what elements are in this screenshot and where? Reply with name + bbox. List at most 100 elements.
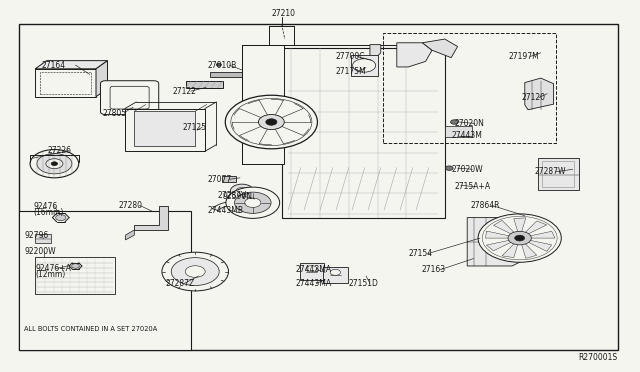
Text: 27287W: 27287W — [534, 167, 566, 176]
Polygon shape — [35, 61, 108, 69]
Bar — [186, 81, 223, 88]
Circle shape — [508, 231, 531, 245]
Text: 27280: 27280 — [118, 201, 143, 210]
Bar — [445, 126, 472, 137]
Circle shape — [162, 252, 228, 291]
Polygon shape — [486, 231, 510, 238]
Circle shape — [51, 162, 58, 166]
Circle shape — [451, 120, 458, 124]
Bar — [35, 257, 115, 294]
Circle shape — [266, 119, 277, 125]
Polygon shape — [125, 230, 134, 240]
Text: 27805: 27805 — [102, 109, 127, 118]
Circle shape — [330, 269, 340, 275]
Text: (16mm): (16mm) — [33, 208, 63, 217]
Circle shape — [230, 184, 253, 198]
Circle shape — [225, 95, 317, 149]
Text: 27120: 27120 — [522, 93, 545, 102]
Circle shape — [236, 187, 248, 194]
Circle shape — [259, 115, 284, 129]
Text: 27864R: 27864R — [470, 201, 500, 210]
Bar — [134, 111, 195, 146]
Bar — [125, 109, 205, 151]
Circle shape — [353, 59, 376, 72]
Circle shape — [30, 150, 79, 178]
Bar — [35, 234, 51, 243]
Text: (12mm): (12mm) — [35, 270, 65, 279]
Text: 27210: 27210 — [272, 9, 296, 17]
Text: 27077: 27077 — [208, 175, 232, 184]
Text: 27010B: 27010B — [208, 61, 237, 70]
Polygon shape — [467, 218, 525, 266]
Polygon shape — [525, 78, 554, 110]
Circle shape — [56, 215, 66, 221]
Circle shape — [37, 154, 72, 174]
Bar — [222, 176, 236, 182]
Circle shape — [478, 214, 561, 262]
Text: 27163: 27163 — [421, 265, 445, 274]
Text: 92590N: 92590N — [223, 192, 253, 201]
Polygon shape — [502, 243, 518, 257]
Text: 27287V: 27287V — [218, 191, 247, 200]
Text: 27125: 27125 — [182, 123, 206, 132]
Text: ALL BOLTS CONTAINED IN A SET 27020A: ALL BOLTS CONTAINED IN A SET 27020A — [24, 326, 157, 332]
Text: 27122: 27122 — [173, 87, 196, 96]
Polygon shape — [522, 243, 537, 258]
Circle shape — [172, 258, 219, 285]
Text: 27151D: 27151D — [349, 279, 379, 288]
Polygon shape — [370, 45, 381, 64]
Circle shape — [216, 63, 221, 66]
Circle shape — [234, 192, 271, 214]
Polygon shape — [134, 206, 168, 230]
Polygon shape — [422, 39, 458, 58]
Circle shape — [307, 266, 317, 272]
Text: 27020N: 27020N — [454, 119, 484, 128]
Text: 27443MA: 27443MA — [296, 279, 332, 288]
Polygon shape — [493, 220, 515, 234]
Circle shape — [445, 166, 453, 170]
Text: 27197M: 27197M — [509, 52, 540, 61]
Text: 27226: 27226 — [48, 146, 72, 155]
Circle shape — [185, 266, 205, 278]
Text: 92200W: 92200W — [24, 247, 56, 256]
Bar — [383, 33, 556, 143]
Text: R270001S: R270001S — [579, 353, 618, 362]
Bar — [210, 72, 243, 77]
Bar — [351, 55, 378, 76]
Bar — [242, 45, 284, 164]
Circle shape — [515, 235, 525, 241]
Bar — [542, 161, 574, 187]
Text: 27287Z: 27287Z — [165, 279, 195, 288]
Polygon shape — [525, 221, 547, 234]
Text: 92476: 92476 — [33, 202, 58, 211]
Polygon shape — [486, 240, 512, 251]
Text: 27020W: 27020W — [451, 165, 483, 174]
Text: 92796: 92796 — [24, 231, 49, 240]
Circle shape — [244, 198, 261, 208]
Text: 27700C: 27700C — [336, 52, 365, 61]
Bar — [323, 267, 348, 283]
Bar — [282, 48, 445, 218]
Polygon shape — [514, 218, 526, 232]
Polygon shape — [538, 158, 579, 190]
Circle shape — [72, 264, 79, 268]
FancyBboxPatch shape — [110, 86, 149, 109]
Text: 27443MA: 27443MA — [296, 265, 332, 274]
Bar — [19, 211, 191, 350]
Bar — [300, 263, 324, 280]
Text: 27443M: 27443M — [451, 131, 482, 140]
Text: 27443MB: 27443MB — [208, 206, 244, 215]
Text: 2715A+A: 2715A+A — [454, 182, 490, 191]
Polygon shape — [96, 61, 108, 97]
Bar — [19, 24, 618, 350]
Text: 27164: 27164 — [42, 61, 66, 70]
Polygon shape — [527, 240, 552, 251]
Text: 92476+A: 92476+A — [35, 264, 71, 273]
Text: 27175M: 27175M — [336, 67, 367, 76]
Circle shape — [46, 159, 63, 169]
Bar — [35, 69, 96, 97]
Polygon shape — [529, 231, 555, 238]
FancyBboxPatch shape — [100, 81, 159, 115]
Polygon shape — [397, 43, 432, 67]
Text: 27154: 27154 — [408, 249, 433, 258]
